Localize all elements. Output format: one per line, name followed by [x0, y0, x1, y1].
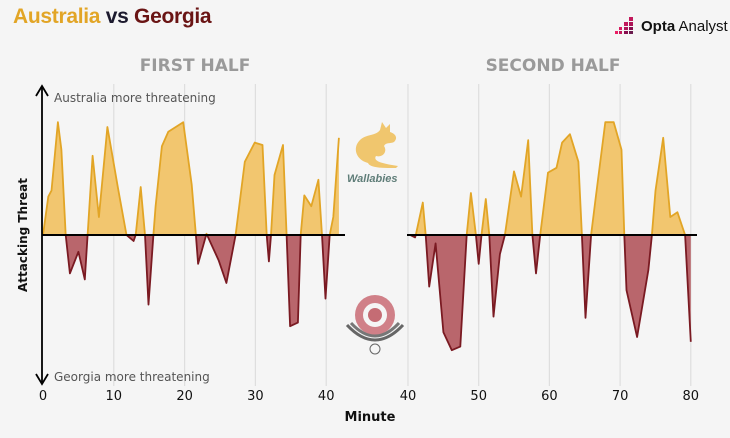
x-tick-label: 60 — [541, 389, 558, 404]
y-axis-label: Attacking Threat — [16, 178, 30, 292]
title-vs: vs — [105, 5, 129, 28]
x-tick-label: 0 — [39, 389, 47, 404]
georgia-area — [410, 235, 691, 351]
panel-title: FIRST HALF — [140, 56, 251, 76]
x-tick-label: 30 — [247, 389, 264, 404]
down-arrow-icon — [35, 373, 49, 386]
georgia-line — [43, 235, 331, 328]
georgia-rugby-logo — [345, 295, 405, 355]
georgia-line — [409, 235, 692, 352]
brand-analyst: Analyst — [678, 17, 728, 35]
x-tick-label: 70 — [612, 389, 629, 404]
kangaroo-icon — [355, 122, 398, 168]
opta-bars-icon — [615, 17, 633, 34]
x-tick-label: 50 — [470, 389, 487, 404]
x-tick-label: 40 — [318, 389, 335, 404]
annotation-bottom: Georgia more threatening — [54, 370, 210, 384]
x-tick-label: 20 — [176, 389, 193, 404]
x-tick-label: 40 — [400, 389, 417, 404]
panel-title: SECOND HALF — [486, 56, 621, 76]
australia-line — [42, 121, 340, 235]
title-georgia: Georgia — [134, 5, 212, 28]
title-australia: Australia — [13, 5, 101, 28]
opta-analyst-logo: Opta Analyst — [615, 17, 728, 35]
wallabies-logo: Wallabies — [347, 122, 398, 185]
x-tick-label: 80 — [683, 389, 700, 404]
brand-opta: Opta — [641, 17, 676, 35]
up-arrow-icon — [35, 84, 49, 97]
wallabies-wordmark: Wallabies — [347, 173, 398, 185]
chart-title: Australia vs Georgia — [13, 5, 212, 29]
annotation-top: Australia more threatening — [54, 91, 216, 105]
x-axis-label: Minute — [345, 410, 396, 425]
x-tick-label: 10 — [106, 389, 123, 404]
georgia-area — [43, 235, 339, 327]
